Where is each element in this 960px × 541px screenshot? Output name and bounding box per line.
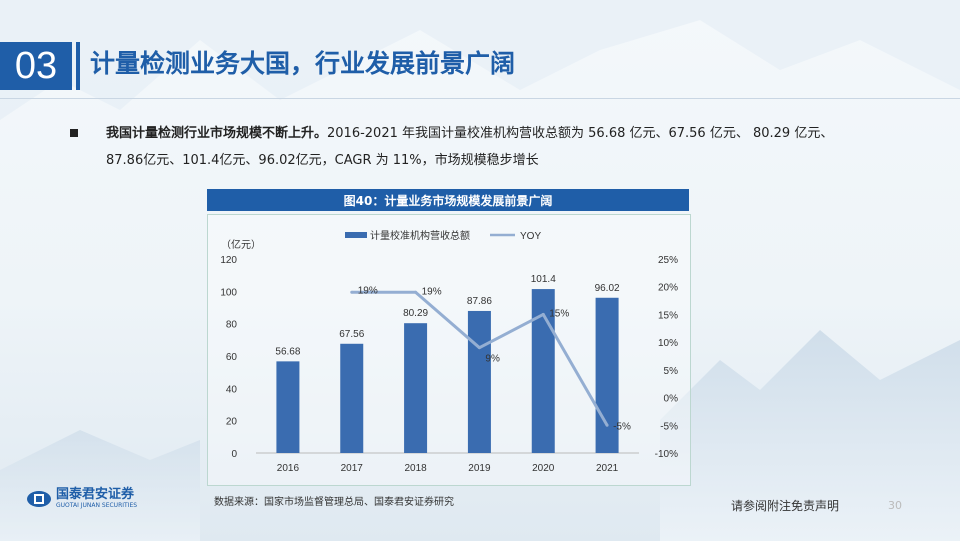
bar-2019 [467, 310, 491, 453]
logo-emblem-icon [27, 491, 51, 507]
section-number: 03 [0, 42, 72, 90]
y-right-tick-label: -5% [660, 421, 678, 432]
bar-value-label: 80.29 [403, 308, 428, 319]
yoy-point [541, 312, 545, 316]
yoy-value-label: 19% [358, 285, 378, 296]
yoy-value-label: -5% [613, 421, 631, 432]
logo-name-en: GUOTAI JUNAN SECURITIES [56, 502, 138, 509]
bullet-line1: 2016-2021 年我国计量校准机构营收总额为 56.68 亿元、67.56 … [327, 126, 834, 141]
x-tick-label: 2019 [468, 463, 491, 474]
y-right-tick-label: 25% [658, 255, 678, 266]
bar-2018 [404, 323, 428, 453]
bullet-text: 我国计量检测行业市场规模不断上升。2016-2021 年我国计量校准机构营收总额… [106, 120, 880, 174]
y-right-tick-label: 5% [664, 366, 679, 377]
bullet-line2: 87.86亿元、101.4亿元、96.02亿元，CAGR 为 11%，市场规模稳… [106, 153, 539, 168]
yoy-value-label: 9% [485, 354, 500, 365]
y-left-tick-label: 80 [226, 320, 238, 331]
yoy-point [414, 290, 418, 294]
y-right-tick-label: 15% [658, 310, 678, 321]
y-right-tick-label: 10% [658, 338, 678, 349]
x-tick-label: 2018 [404, 463, 427, 474]
legend-label-yoy: YOY [520, 231, 541, 242]
logo-name-cn: 国泰君安证券 [56, 487, 135, 502]
x-tick-label: 2017 [341, 463, 364, 474]
y-right-tick-label: -10% [655, 449, 678, 460]
bar-2016 [276, 361, 300, 453]
legend-swatch-revenue [345, 232, 367, 238]
y-left-unit-label: （亿元） [221, 238, 261, 251]
bar-value-label: 96.02 [595, 283, 620, 294]
x-tick-label: 2021 [596, 463, 619, 474]
bar-2020 [531, 289, 555, 453]
y-right-tick-label: 20% [658, 283, 678, 294]
bar-value-label: 87.86 [467, 296, 492, 307]
y-left-tick-label: 20 [226, 417, 238, 428]
y-left-tick-label: 60 [226, 352, 238, 363]
disclaimer-text: 请参阅附注免责声明 [731, 499, 840, 513]
bullet-paragraph: 我国计量检测行业市场规模不断上升。2016-2021 年我国计量校准机构营收总额… [70, 120, 880, 174]
bullet-bold-lead: 我国计量检测行业市场规模不断上升。 [106, 126, 328, 141]
figure-source: 数据来源：国家市场监督管理总局、国泰君安证券研究 [214, 497, 454, 508]
figure-title: 图40：计量业务市场规模发展前景广阔 [207, 189, 689, 211]
yoy-point [477, 346, 481, 350]
bar-2017 [340, 343, 364, 453]
bar-value-label: 101.4 [531, 274, 556, 285]
header-accent-bar [76, 42, 80, 90]
y-left-tick-label: 40 [226, 384, 238, 395]
y-left-tick-label: 0 [231, 449, 237, 460]
slide-header: 03 计量检测业务大国，行业发展前景广阔 [0, 32, 960, 92]
header-divider [0, 98, 960, 99]
slide-title: 计量检测业务大国，行业发展前景广阔 [90, 49, 516, 78]
page-number: 30 [888, 499, 902, 512]
yoy-point [350, 290, 354, 294]
x-tick-label: 2016 [277, 463, 300, 474]
yoy-value-label: 19% [422, 286, 442, 297]
legend-label-revenue: 计量校准机构营收总额 [370, 229, 470, 242]
y-right-tick-label: 0% [664, 394, 679, 405]
y-left-tick-label: 100 [220, 287, 237, 298]
yoy-value-label: 15% [549, 308, 569, 319]
yoy-point [605, 423, 609, 427]
company-logo: 国泰君安证券 GUOTAI JUNAN SECURITIES [26, 488, 137, 510]
bullet-square-icon [70, 129, 78, 137]
bar-value-label: 56.68 [275, 346, 300, 357]
x-tick-label: 2020 [532, 463, 555, 474]
y-left-tick-label: 120 [220, 255, 237, 266]
market-size-chart: 计量校准机构营收总额 YOY （亿元） 0 20 40 60 80 100 120 -10% -5% 0… [220, 229, 679, 474]
bar-value-label: 67.56 [339, 329, 364, 340]
